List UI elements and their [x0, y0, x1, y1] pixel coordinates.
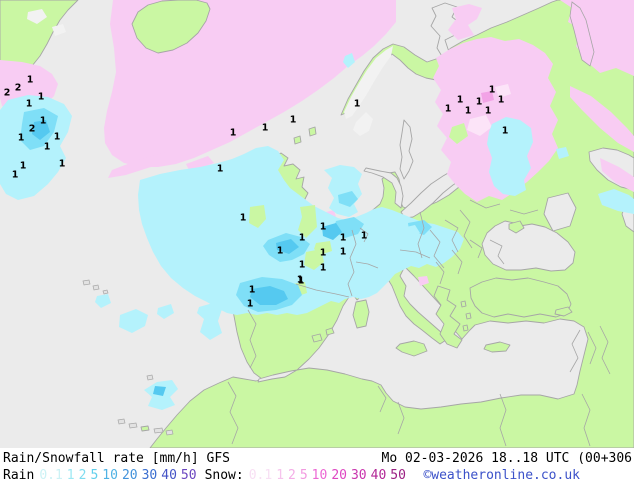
island-sicily [395, 340, 428, 357]
map-timestamp: Mo 02-03-2026 18..18 UTC (00+306 [381, 451, 632, 466]
snow-step: 2 [288, 468, 296, 483]
precip-value-label: 1 [249, 285, 256, 296]
precip-value-label: 1 [485, 106, 492, 117]
gulf-of-bothnia [399, 119, 414, 180]
precip-value-label: 2 [15, 83, 22, 94]
precip-value-label: 1 [247, 299, 254, 310]
rain-step: 2 [78, 468, 87, 483]
precip-value-label: 1 [20, 161, 27, 172]
rain-step: 0.1 [39, 468, 63, 483]
precip-value-label: 1 [489, 85, 496, 96]
precip-value-label: 2 [29, 124, 36, 135]
precip-value-label: 1 [445, 104, 452, 115]
azores [82, 279, 91, 286]
precip-value-label: 1 [262, 123, 269, 134]
precip-value-label: 1 [320, 248, 327, 259]
snow-step: 30 [350, 468, 367, 483]
precip-value-label: 1 [290, 115, 297, 126]
rain-areas [0, 53, 634, 410]
precip-value-label: 1 [320, 222, 327, 233]
snow-step: 5 [299, 468, 308, 483]
rain-step: 20 [121, 468, 138, 483]
precip-value-label: 2 [4, 88, 11, 99]
rain-northeast [487, 117, 533, 196]
land-iceland [131, 0, 211, 54]
precip-value-label: 1 [18, 133, 25, 144]
snow-legend-scale: 0.1 1 2 5 10 20 30 40 50 [249, 468, 410, 483]
rain-legend-scale: 0.1 1 2 5 10 20 30 40 50 [39, 468, 200, 483]
skagerrak [363, 167, 404, 209]
snow-step: 10 [311, 468, 328, 483]
snow-step: 0.1 [248, 468, 273, 483]
precip-value-label: 1 [457, 95, 464, 106]
island-sardinia [352, 299, 370, 329]
precip-value-label: 1 [502, 126, 509, 137]
precip-value-label: 1 [54, 132, 61, 143]
black-sea [481, 220, 576, 272]
map-title: Rain/Snowfall rate [mm/h] GFS [3, 451, 230, 466]
precip-value-label: 1 [340, 247, 347, 258]
precip-value-label: 1 [340, 233, 347, 244]
mediterranean-lands [311, 220, 573, 357]
canary-islands [117, 418, 126, 425]
precip-value-label: 1 [465, 106, 472, 117]
rain-step: 10 [102, 468, 118, 483]
snow-step: 1 [276, 468, 285, 483]
precip-value-label: 1 [277, 246, 284, 257]
land-greece [433, 285, 463, 349]
caption-bar: Rain/Snowfall rate [mm/h] GFS Mo 02-03-2… [0, 448, 634, 490]
copyright-link[interactable]: ©weatheronline.co.uk [423, 468, 580, 483]
rain-step: 50 [180, 468, 197, 483]
novaya-zemlya [569, 1, 595, 67]
terrain-ice-strips [27, 9, 393, 136]
precip-value-label: 1 [240, 213, 247, 224]
precip-value-label: 1 [38, 92, 45, 103]
island-cyprus [554, 306, 573, 317]
precip-value-label: 1 [27, 75, 34, 86]
island-crete [483, 341, 511, 353]
country-borders [227, 199, 611, 447]
island-shetland [308, 126, 317, 137]
snow-step: 20 [331, 468, 347, 483]
atlantic-islands [82, 279, 174, 436]
precip-value-label: 1 [361, 231, 368, 242]
snow-step: 50 [390, 468, 406, 483]
precip-value-label: 1 [354, 99, 361, 110]
precip-value-label: 1 [299, 233, 306, 244]
precip-value-label: 1 [26, 99, 33, 110]
rain-step: 30 [141, 468, 158, 483]
precip-value-label: 1 [476, 97, 483, 108]
precip-value-label: 1 [12, 170, 19, 181]
rain-legend-label: Rain [3, 468, 35, 483]
precip-value-label: 1 [299, 260, 306, 271]
precip-value-label: 1 [230, 128, 237, 139]
rain-step: 1 [66, 468, 75, 483]
madeira [146, 374, 154, 381]
precip-value-label: 1 [298, 276, 305, 287]
precip-value-label: 1 [44, 142, 51, 153]
snow-legend-label: Snow: [204, 468, 244, 483]
precip-value-label: 1 [297, 275, 304, 286]
precip-value-label: 1 [40, 116, 47, 127]
island-faroe [293, 135, 302, 145]
rain-step: 5 [90, 468, 99, 483]
crimea [508, 220, 525, 234]
precip-value-label: 1 [320, 263, 327, 274]
rain-step: 40 [161, 468, 177, 483]
precip-value-label: 1 [217, 164, 224, 175]
precip-value-label: 1 [498, 95, 505, 106]
norway-mountains [344, 46, 393, 119]
snow-step: 40 [370, 468, 387, 483]
precip-value-label: 1 [59, 159, 66, 170]
